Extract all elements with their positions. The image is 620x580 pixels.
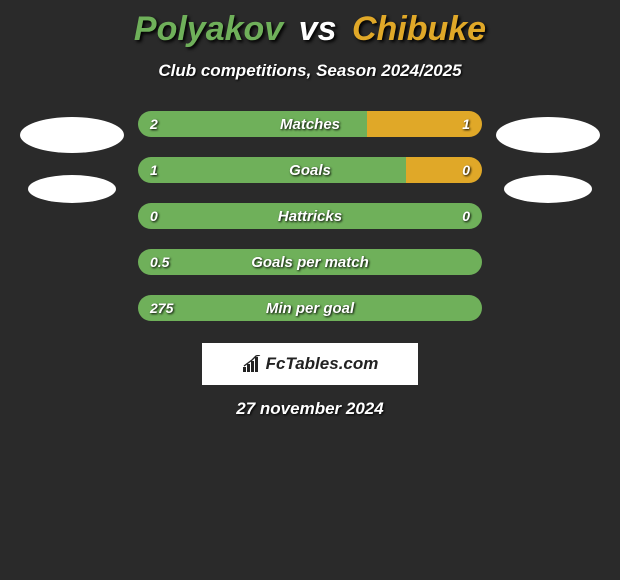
stat-label: Hattricks [138,203,482,229]
stat-value-right: 0 [462,157,470,183]
stat-label: Min per goal [138,295,482,321]
page-title: Polyakov vs Chibuke [0,10,620,49]
stat-label: Goals [138,157,482,183]
stat-bars: Matches21Goals10Hattricks00Goals per mat… [138,111,482,321]
brand-text: FcTables.com [266,354,379,374]
stat-row: Goals per match0.5 [138,249,482,275]
player2-avatar-2 [504,175,592,203]
stat-label: Goals per match [138,249,482,275]
avatar-col-right [496,111,600,203]
stats-zone: Matches21Goals10Hattricks00Goals per mat… [0,111,620,321]
title-player1: Polyakov [134,10,283,48]
stat-value-left: 275 [150,295,173,321]
stat-row: Hattricks0 0 [138,203,482,229]
brand-chart-icon [242,355,262,373]
stat-value-left: 0 [150,203,158,229]
date-text: 27 november 2024 [0,399,620,419]
stat-label: Matches [138,111,482,137]
stat-value-left: 2 [150,111,158,137]
stat-value-right: 0 [462,203,470,229]
stat-value-left: 0.5 [150,249,169,275]
title-player2: Chibuke [352,10,486,48]
avatar-col-left [20,111,124,203]
comparison-widget: Polyakov vs Chibuke Club competitions, S… [0,0,620,419]
stat-row: Goals1 0 [138,157,482,183]
player1-avatar-1 [20,117,124,153]
player1-avatar-2 [28,175,116,203]
stat-value-left: 1 [150,157,158,183]
title-vs: vs [299,10,337,48]
stat-row: Matches2 1 [138,111,482,137]
player2-avatar-1 [496,117,600,153]
subtitle: Club competitions, Season 2024/2025 [0,61,620,81]
brand-box[interactable]: FcTables.com [202,343,418,385]
stat-row: Min per goal275 [138,295,482,321]
stat-value-right: 1 [462,111,470,137]
